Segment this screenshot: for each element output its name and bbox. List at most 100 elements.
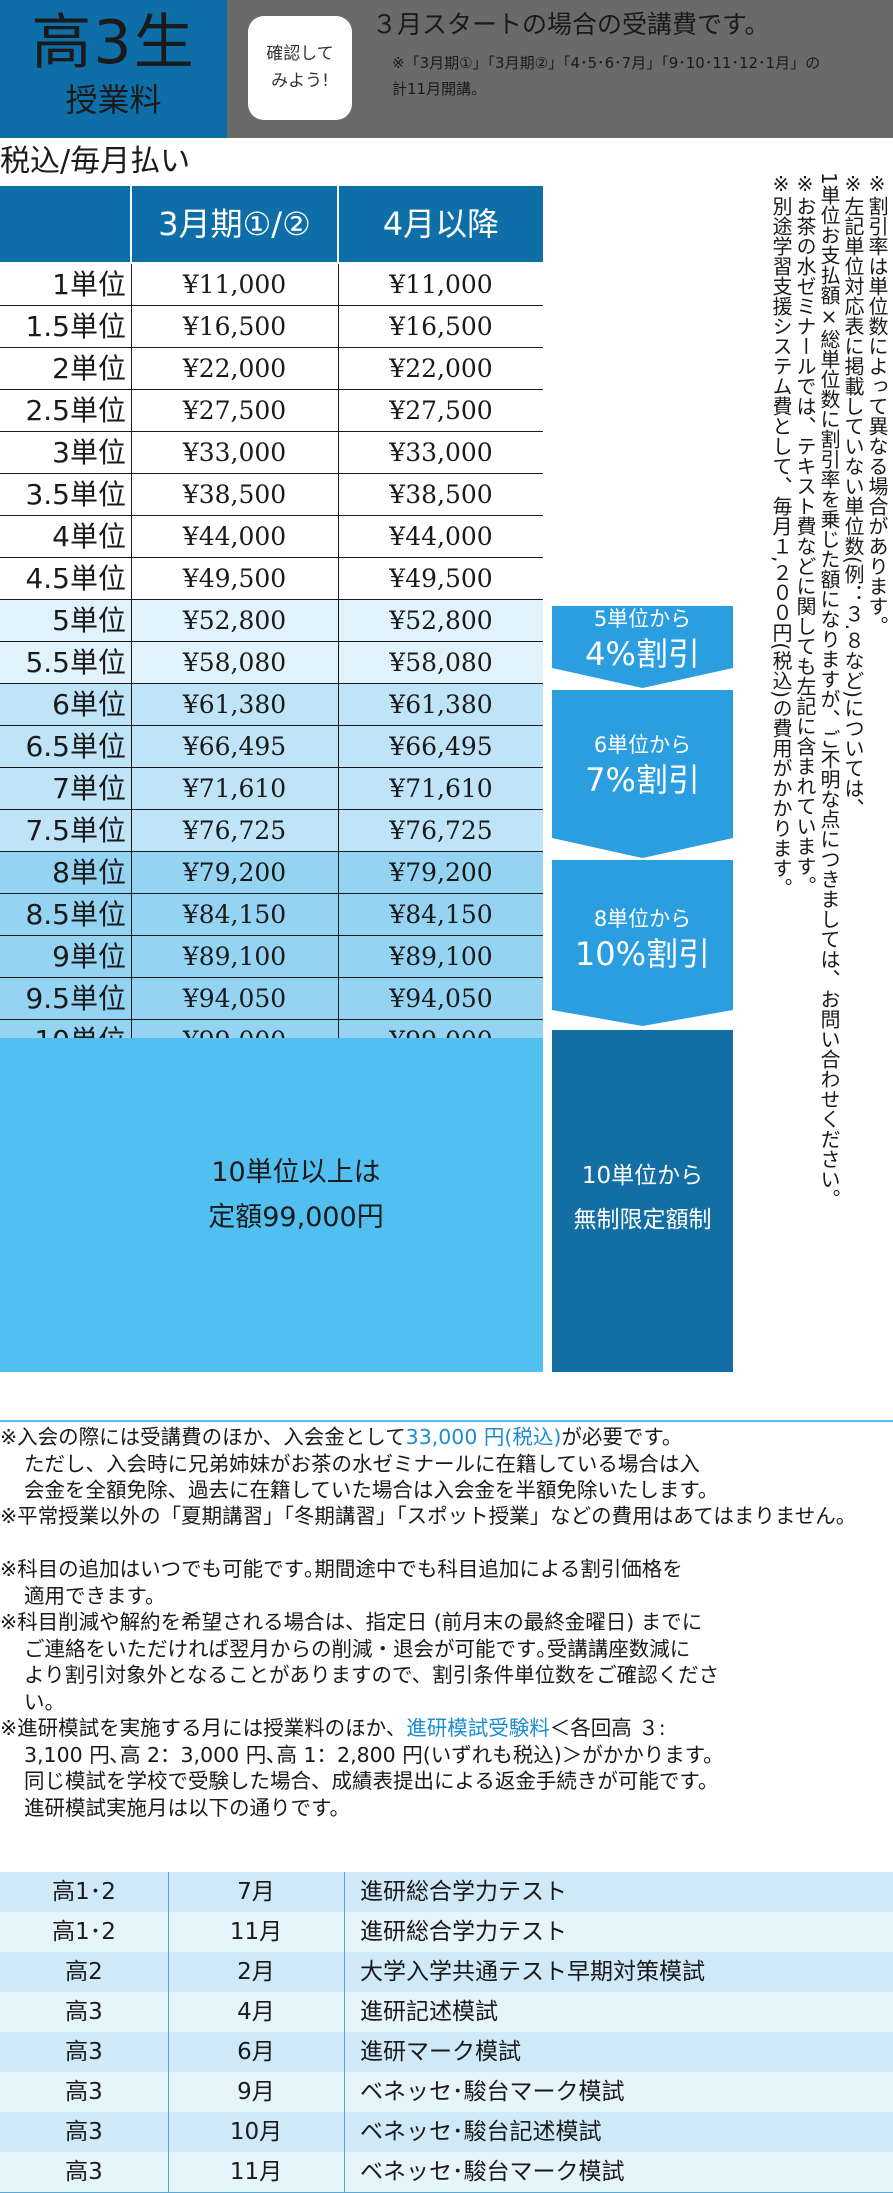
row-divider <box>0 557 543 558</box>
table-row <box>0 558 543 600</box>
check-bubble: 確認して みよう! <box>248 16 352 120</box>
fee-april: ¥16,500 <box>389 312 493 341</box>
row-divider <box>0 305 543 306</box>
fee-april: ¥44,000 <box>389 522 493 551</box>
fee-april: ¥79,200 <box>389 858 493 887</box>
unit-label: 5単位 <box>52 604 126 637</box>
note-5-text-a: ※進研模試を実施する月には授業料のほか、 <box>0 1716 407 1740</box>
row-divider <box>0 347 543 348</box>
note-seasonal: ※平常授業以外の「夏期講習」「冬期講習」「スポット授業」などの費用はあてはまりま… <box>0 1503 893 1530</box>
table-row <box>0 390 543 432</box>
fee-march: ¥22,000 <box>182 354 287 383</box>
table-row <box>0 1992 893 2033</box>
table-row <box>0 642 543 684</box>
note-4-line-3: より割引対象外となることがありますので、割引条件単位数をご確認くださ <box>24 1663 720 1687</box>
row-divider <box>0 935 543 936</box>
bubble-line-1: 確認して <box>266 44 334 64</box>
fee-april: ¥33,000 <box>389 438 493 467</box>
exam-name: ベネッセ･駿台マーク模試 <box>360 2159 625 2185</box>
fee-april: ¥76,725 <box>389 816 493 845</box>
discount-2-rate: 7%割引 <box>585 761 700 799</box>
fee-march: ¥94,050 <box>182 984 287 1013</box>
unit-label: 5.5単位 <box>25 646 126 679</box>
side-note-2: ※左記単位対応表に掲載していない単位数(例：３.８など)については、 <box>841 172 865 818</box>
fee-april: ¥49,500 <box>389 564 493 593</box>
exam-month: 7月 <box>237 1879 275 1905</box>
unit-label: 6.5単位 <box>25 730 126 763</box>
fee-march: ¥16,500 <box>182 312 287 341</box>
flat-fee-block <box>0 1038 543 1372</box>
row-divider <box>0 1019 543 1020</box>
header-note: ※「3月期①」「3月期②」「4･5･6･7月」「9･10･11･12･1月」の … <box>392 50 890 102</box>
exam-month: 9月 <box>237 2079 275 2105</box>
exam-month: 10月 <box>229 2119 283 2145</box>
row-divider <box>0 515 543 516</box>
header-note-line-2: 計11月開講。 <box>392 80 487 98</box>
unlimited-line-1: 10単位から <box>581 1163 704 1189</box>
note-4-line-1: ※科目削減や解約を希望される場合は、指定日 (前月末の最終金曜日) までに <box>0 1610 703 1634</box>
fee-march: ¥89,100 <box>182 942 287 971</box>
fee-april: ¥11,000 <box>389 270 493 299</box>
row-divider <box>0 473 543 474</box>
fee-march: ¥79,200 <box>182 858 287 887</box>
fee-march: ¥58,080 <box>182 648 287 677</box>
table-row <box>0 894 543 936</box>
discount-arrow-2 <box>552 690 733 858</box>
unit-label: 2単位 <box>52 352 126 385</box>
table-row <box>0 852 543 894</box>
exam-grade: 高3 <box>65 2079 103 2105</box>
flat-fee-line-2: 定額99,000円 <box>208 1202 384 1233</box>
table-row <box>0 2152 893 2193</box>
discount-3-threshold: 8単位から <box>593 907 692 931</box>
column-divider <box>344 1872 345 2192</box>
exam-name: 大学入学共通テスト早期対策模試 <box>360 1959 705 1985</box>
exam-grade: 高3 <box>65 2039 103 2065</box>
unit-label: 1.5単位 <box>25 310 126 343</box>
unit-label: 6単位 <box>52 688 126 721</box>
column-header-march: 3月期①/② <box>132 186 337 262</box>
exam-name: 進研マーク模試 <box>360 2039 521 2065</box>
exam-month: 6月 <box>237 2039 275 2065</box>
fee-march: ¥66,495 <box>182 732 287 761</box>
note-enrollment: ※入会の際には受講費のほか、入会金として33,000 円(税込)が必要です。 た… <box>0 1424 893 1504</box>
row-divider <box>0 431 543 432</box>
row-divider <box>0 725 543 726</box>
row-divider <box>0 767 543 768</box>
section-divider <box>0 1420 893 1422</box>
discount-1-rate: 4%割引 <box>585 635 700 673</box>
exam-name: ベネッセ･駿台記述模試 <box>360 2119 602 2145</box>
unit-label: 8単位 <box>52 856 126 889</box>
unit-label: 9.5単位 <box>25 982 126 1015</box>
note-1-line-3: 会金を全額免除、過去に在籍していた場合は入会金を半額免除いたします。 <box>24 1478 719 1502</box>
discount-1-threshold: 5単位から <box>593 607 692 631</box>
exam-grade: 高3 <box>65 2119 103 2145</box>
table-row <box>0 978 543 1020</box>
fee-march: ¥61,380 <box>182 690 287 719</box>
page-subtitle: 授業料 <box>65 81 162 119</box>
fee-april: ¥84,150 <box>389 900 493 929</box>
fee-march: ¥76,725 <box>182 816 287 845</box>
discount-arrow-3 <box>552 860 733 1026</box>
exam-month: 4月 <box>237 1999 275 2025</box>
exam-month: 11月 <box>229 1919 283 1945</box>
column-divider <box>168 1872 169 2192</box>
exam-month: 2月 <box>237 1959 275 1985</box>
note-1-line-2: ただし、入会時に兄弟姉妹がお茶の水ゼミナールに在籍している場合は入 <box>24 1451 700 1476</box>
discount-2-threshold: 6単位から <box>593 733 692 757</box>
fee-april: ¥94,050 <box>389 984 493 1013</box>
table-row <box>0 726 543 768</box>
note-5-text-b: ＜各回高 ３: <box>549 1716 666 1740</box>
exam-grade: 高2 <box>65 1959 103 1985</box>
note-3-line-2: 適用できます。 <box>24 1583 166 1608</box>
unit-label: 3.5単位 <box>25 478 126 511</box>
column-divider <box>338 264 339 1062</box>
note-4-line-2: ご連絡をいただければ翌月からの削減・退会が可能です｡受講講座数減に <box>24 1636 691 1661</box>
unit-label: 4.5単位 <box>25 562 126 595</box>
side-note-3: 1単位お支払額×総単位数に割引率を乗じた額になりますが、ご不明な点につきましては… <box>817 172 841 1209</box>
discount-box-1: 5単位から 4%割引 <box>552 604 733 674</box>
row-divider <box>0 809 543 810</box>
fee-april: ¥38,500 <box>389 480 493 509</box>
table-row <box>0 516 543 558</box>
unit-label: 8.5単位 <box>25 898 126 931</box>
note-1-text-b: が必要です。 <box>561 1425 683 1449</box>
